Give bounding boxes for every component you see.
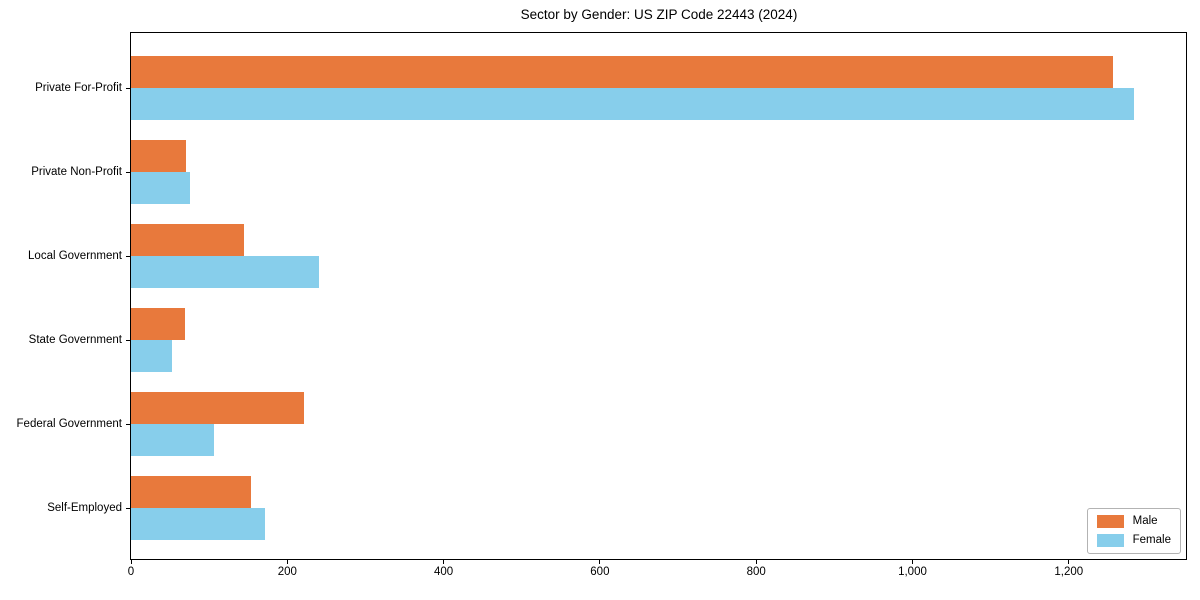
x-axis-tick-label: 400 [433, 566, 454, 578]
x-axis-tick-label: 1,000 [898, 566, 927, 578]
bar-male-2 [131, 140, 187, 172]
y-axis-label: Private For-Profit [35, 82, 122, 94]
y-tick-mark [126, 508, 130, 509]
legend-label-female: Female [1132, 533, 1171, 546]
bar-female-5 [131, 424, 214, 456]
legend-item-male: Male [1096, 514, 1171, 528]
y-tick-mark [126, 424, 130, 425]
bar-female-4 [131, 340, 173, 372]
y-axis-label: Local Government [28, 250, 122, 262]
y-tick-mark [126, 88, 130, 89]
x-axis-tick-label: 800 [746, 566, 766, 578]
y-axis-label: Federal Government [16, 418, 122, 430]
x-tick-mark [911, 560, 913, 564]
y-tick-mark [126, 256, 130, 257]
bar-male-3 [131, 224, 245, 256]
x-tick-mark [443, 560, 445, 564]
bar-male-1 [131, 56, 1114, 88]
y-axis-label: Private Non-Profit [31, 166, 122, 178]
y-axis-label: Self-Employed [47, 502, 122, 514]
bar-female-1 [131, 88, 1135, 120]
x-axis-tick-label: 600 [590, 566, 610, 578]
x-axis-tick-label: 0 [127, 566, 135, 578]
bar-female-2 [131, 172, 190, 204]
x-tick-mark [1068, 560, 1070, 564]
bar-male-6 [131, 476, 252, 508]
y-tick-mark [126, 172, 130, 173]
x-tick-mark [130, 560, 132, 564]
plot-area: Private For-Profit Private Non-Profit Loca… [17, 32, 1187, 578]
y-axis-label: State Government [28, 334, 122, 346]
bar-male-4 [131, 308, 185, 340]
legend-swatch-male [1096, 515, 1124, 528]
x-tick-mark [755, 560, 757, 564]
bar-female-6 [131, 508, 266, 540]
legend: Male Female [1086, 508, 1181, 554]
chart-title: Sector by Gender: US ZIP Code 22443 (202… [520, 7, 798, 22]
x-tick-mark [599, 560, 601, 564]
bar-female-3 [131, 256, 319, 288]
legend-item-female: Female [1096, 533, 1171, 547]
x-axis-tick-label: 200 [277, 566, 297, 578]
y-tick-mark [126, 340, 130, 341]
x-tick-mark [286, 560, 288, 564]
legend-label-male: Male [1132, 514, 1158, 527]
bar-male-5 [131, 392, 304, 424]
x-axis-tick-label: 1,200 [1054, 566, 1084, 578]
legend-swatch-female [1096, 534, 1124, 547]
